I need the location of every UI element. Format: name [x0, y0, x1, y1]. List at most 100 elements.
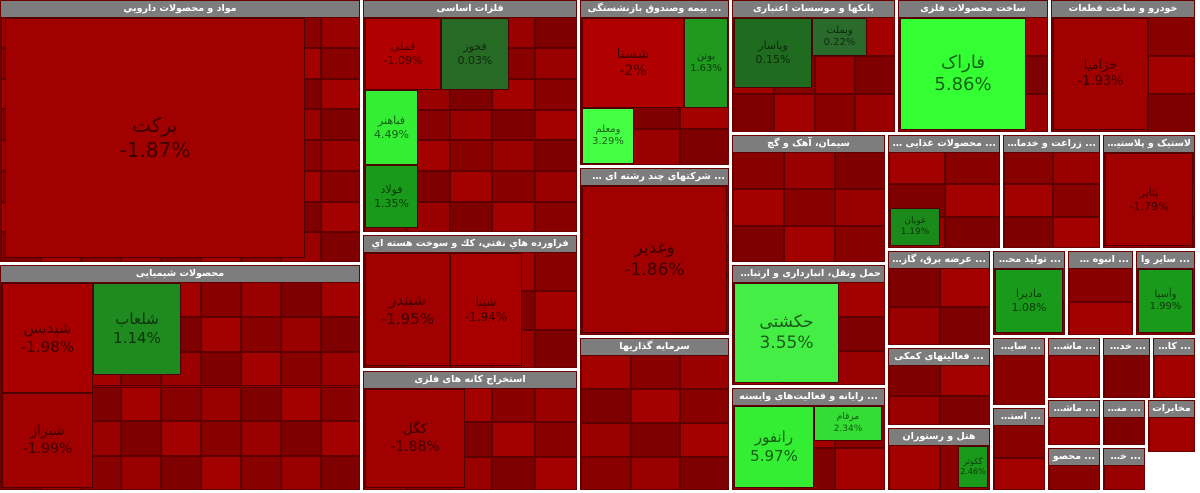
stock-symbol: وپاسار: [758, 39, 788, 53]
stock-tile: شپنا -1.94%: [450, 253, 522, 366]
stock-change: -1.09%: [383, 54, 423, 67]
stock-change: 4.49%: [374, 127, 409, 141]
stock-symbol: فاراک: [941, 51, 985, 73]
sector: ... محصو: [1048, 448, 1100, 490]
small-tile: [281, 282, 321, 317]
stock-tile: شلعاب 1.14%: [93, 283, 181, 375]
sector: ... فعالیتهای کمکی: [888, 348, 990, 425]
stock-tile: فخوز 0.03%: [441, 18, 509, 90]
sector-title: خودرو و ساخت قطعات: [1052, 1, 1194, 17]
small-tile: [241, 421, 281, 457]
sector: ... تولید محص مادیرا 1.08%: [993, 251, 1065, 335]
stock-change: 0.03%: [457, 54, 493, 67]
stock-change: 3.29%: [592, 136, 624, 147]
sector-title: مواد و محصولات دارويي: [1, 1, 359, 17]
small-tile: [281, 316, 321, 352]
small-tile: [201, 456, 241, 489]
small-tile: [835, 189, 884, 226]
stock-tile: مادیرا 1.08%: [995, 269, 1063, 333]
stock-tile: غویان 1.19%: [890, 208, 940, 246]
sector: ... استخرا: [993, 408, 1045, 490]
sector: ... سایر وا وآسیا 1.99%: [1136, 251, 1195, 335]
stock-symbol: رانفور: [754, 428, 794, 447]
small-tile: [1148, 17, 1194, 56]
small-tile: [492, 171, 536, 203]
sector-title: ... رایانه و فعالیت‌های وابسته: [733, 389, 884, 405]
small-tile: [449, 202, 493, 231]
sector: مخابرات: [1148, 400, 1195, 452]
stock-tile: برکت -1.87%: [5, 18, 305, 258]
stock-tile: رانفور 5.97%: [734, 406, 814, 488]
small-tile: [773, 94, 815, 131]
sector: ... خدمات: [1103, 338, 1150, 398]
small-tile: [680, 355, 728, 389]
stock-symbol: وآسیا: [1154, 288, 1177, 300]
small-tile: [1149, 417, 1194, 451]
stock-change: 1.14%: [113, 329, 161, 347]
small-tile: [1004, 216, 1053, 247]
small-tile: [630, 389, 681, 423]
small-tile: [121, 421, 161, 457]
small-tile: [321, 351, 359, 387]
small-tile: [492, 422, 536, 457]
small-tile: [945, 152, 999, 185]
sector-title: ... عرضه برق، گاز، بخ: [889, 252, 989, 268]
stock-change: -1.99%: [22, 440, 73, 457]
small-tile: [1069, 268, 1132, 302]
small-tile: [680, 389, 728, 423]
stock-symbol: پتایر: [1139, 185, 1159, 199]
small-tile: [784, 226, 835, 261]
stock-change: 2.34%: [833, 423, 863, 434]
small-tile: [994, 355, 1044, 404]
small-tile: [940, 365, 989, 396]
small-tile: [241, 386, 281, 422]
stock-symbol: مادیرا: [1015, 287, 1043, 301]
small-tile: [1069, 302, 1132, 334]
stock-change: -1.95%: [380, 309, 435, 328]
small-tile: [449, 140, 493, 172]
sector-title: بانکها و موسسات اعتباری: [733, 1, 894, 17]
stock-change: -1.86%: [624, 259, 685, 280]
sector-title: ... انبوه ساز: [1069, 252, 1132, 268]
small-tile: [784, 189, 835, 226]
stock-symbol: بوتن: [696, 50, 716, 62]
small-tile: [321, 78, 359, 110]
sector: ... محصولات غذایی و آ غویان 1.19%: [888, 135, 1000, 248]
stock-symbol: شبندر: [389, 290, 426, 309]
small-tile: [321, 201, 359, 233]
small-tile: [889, 445, 940, 489]
small-tile: [281, 351, 321, 387]
small-tile: [733, 152, 784, 189]
stock-change: 0.15%: [755, 53, 791, 66]
sector: ... شرکتهای چند رشته ای صنع وغدیر -1.86%: [580, 168, 729, 335]
sector-title: فلزات اساسی: [364, 1, 576, 17]
sector: هتل و رستوران گکوثر 2.46%: [888, 428, 990, 490]
small-tile: [1004, 152, 1053, 185]
sector-title: ... بیمه وصندوق بازنشستگی: [581, 1, 728, 17]
small-tile: [241, 316, 281, 352]
small-tile: [492, 202, 536, 231]
stock-tile: فملی -1.09%: [365, 18, 441, 90]
sector: محصولات شیمیایی شلعاب 1.14% شپدیس -1.98% شیرا…: [0, 265, 360, 490]
stock-tile: وآسیا 1.99%: [1138, 269, 1193, 333]
sector-title: سرمایه گذاریها: [581, 339, 728, 355]
sector-title: ... ماشین: [1049, 339, 1099, 355]
sector: بانکها و موسسات اعتباری وپاسار 0.15% وبملت 0…: [732, 0, 895, 132]
sector-title: ... خدمات: [1104, 339, 1149, 355]
stock-change: -1.94%: [464, 309, 508, 324]
stock-symbol: مرقام: [836, 412, 860, 423]
stock-tile: کگل -1.88%: [365, 389, 465, 488]
stock-change: 1.99%: [1149, 301, 1182, 312]
small-tile: [1052, 216, 1099, 247]
small-tile: [835, 351, 884, 384]
small-tile: [1052, 184, 1099, 217]
stock-tile: ومعلم 3.29%: [582, 108, 634, 164]
small-tile: [889, 152, 945, 185]
small-tile: [535, 422, 576, 457]
sector-title: محصولات شیمیایی: [1, 266, 359, 282]
small-tile: [492, 388, 536, 423]
small-tile: [281, 456, 321, 489]
stock-change: 5.97%: [750, 447, 798, 465]
stock-symbol: فولاد: [380, 182, 403, 196]
small-tile: [784, 152, 835, 189]
